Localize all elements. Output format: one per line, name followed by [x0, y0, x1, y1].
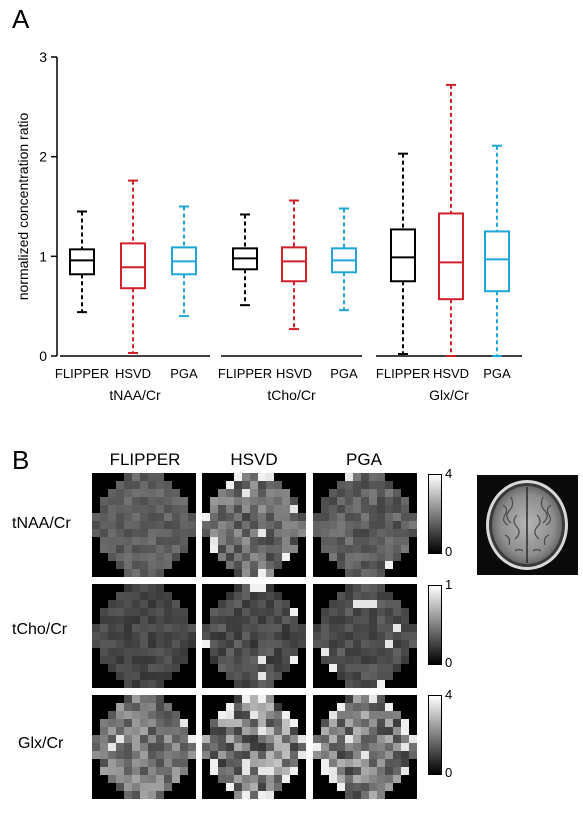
map-image — [92, 473, 196, 577]
colorbar-tnaa — [428, 474, 442, 554]
box-iqr — [120, 242, 146, 290]
map-image — [313, 695, 417, 799]
map-tcho-hsvd — [202, 584, 306, 688]
group-label: Glx/Cr — [429, 387, 469, 403]
colorbar-tcho-min: 0 — [445, 655, 453, 670]
x-tick-label: FLIPPER — [55, 366, 109, 381]
map-tnaa-flipper — [92, 473, 196, 577]
boxplot-chart: 0 1 2 3 normalized concentration ratio FLIPPE… — [15, 49, 522, 403]
map-glx-flipper — [92, 695, 196, 799]
y-axis-label: normalized concentration ratio — [15, 113, 31, 301]
map-image — [202, 473, 306, 577]
box-iqr — [484, 230, 510, 293]
map-glx-pga — [313, 695, 417, 799]
map-image — [202, 695, 306, 799]
map-image — [92, 695, 196, 799]
x-tick-label: HSVD — [433, 366, 469, 381]
y-tick-label: 3 — [39, 49, 47, 65]
colorbar-tnaa-max: 4 — [445, 466, 453, 481]
x-tick-label: HSVD — [115, 366, 151, 381]
map-column-header-pga: PGA — [346, 450, 382, 469]
map-glx-hsvd — [202, 695, 306, 799]
x-tick-label: HSVD — [276, 366, 312, 381]
colorbar-glx — [428, 695, 442, 775]
x-tick-label: FLIPPER — [218, 366, 272, 381]
y-tick-label: 0 — [39, 348, 47, 364]
map-tnaa-pga — [313, 473, 417, 577]
box-iqr — [69, 248, 95, 276]
colorbar-tcho-max: 1 — [445, 577, 453, 592]
x-tick-label: FLIPPER — [376, 366, 430, 381]
map-image — [313, 584, 417, 688]
colorbar-tcho — [428, 585, 442, 665]
anatomical-mri-image — [477, 475, 578, 575]
group-label: tNAA/Cr — [109, 387, 161, 403]
map-column-header-flipper: FLIPPER — [109, 450, 181, 469]
map-row-header-tcho: tCho/Cr — [12, 621, 68, 638]
box-iqr — [390, 228, 416, 283]
box-iqr — [438, 212, 464, 301]
map-image — [313, 473, 417, 577]
panel-a-label: A — [12, 4, 30, 34]
box-iqr — [281, 246, 307, 283]
map-image — [202, 584, 306, 688]
map-image — [92, 584, 196, 688]
colorbar-glx-min: 0 — [445, 765, 453, 780]
map-column-header-hsvd: HSVD — [230, 450, 278, 469]
map-tcho-pga — [313, 584, 417, 688]
map-tnaa-hsvd — [202, 473, 306, 577]
panel-b-label: B — [12, 445, 30, 475]
map-row-header-tnaa: tNAA/Cr — [12, 515, 71, 532]
map-tcho-flipper — [92, 584, 196, 688]
y-tick-label: 1 — [39, 248, 47, 264]
group-label: tCho/Cr — [267, 387, 316, 403]
x-tick-label: PGA — [483, 366, 511, 381]
map-row-header-glx: Glx/Cr — [18, 735, 64, 752]
x-tick-label: PGA — [330, 366, 358, 381]
colorbar-glx-max: 4 — [445, 687, 453, 702]
x-tick-label: PGA — [170, 366, 198, 381]
y-tick-label: 2 — [39, 149, 47, 165]
colorbar-tnaa-min: 0 — [445, 544, 453, 559]
